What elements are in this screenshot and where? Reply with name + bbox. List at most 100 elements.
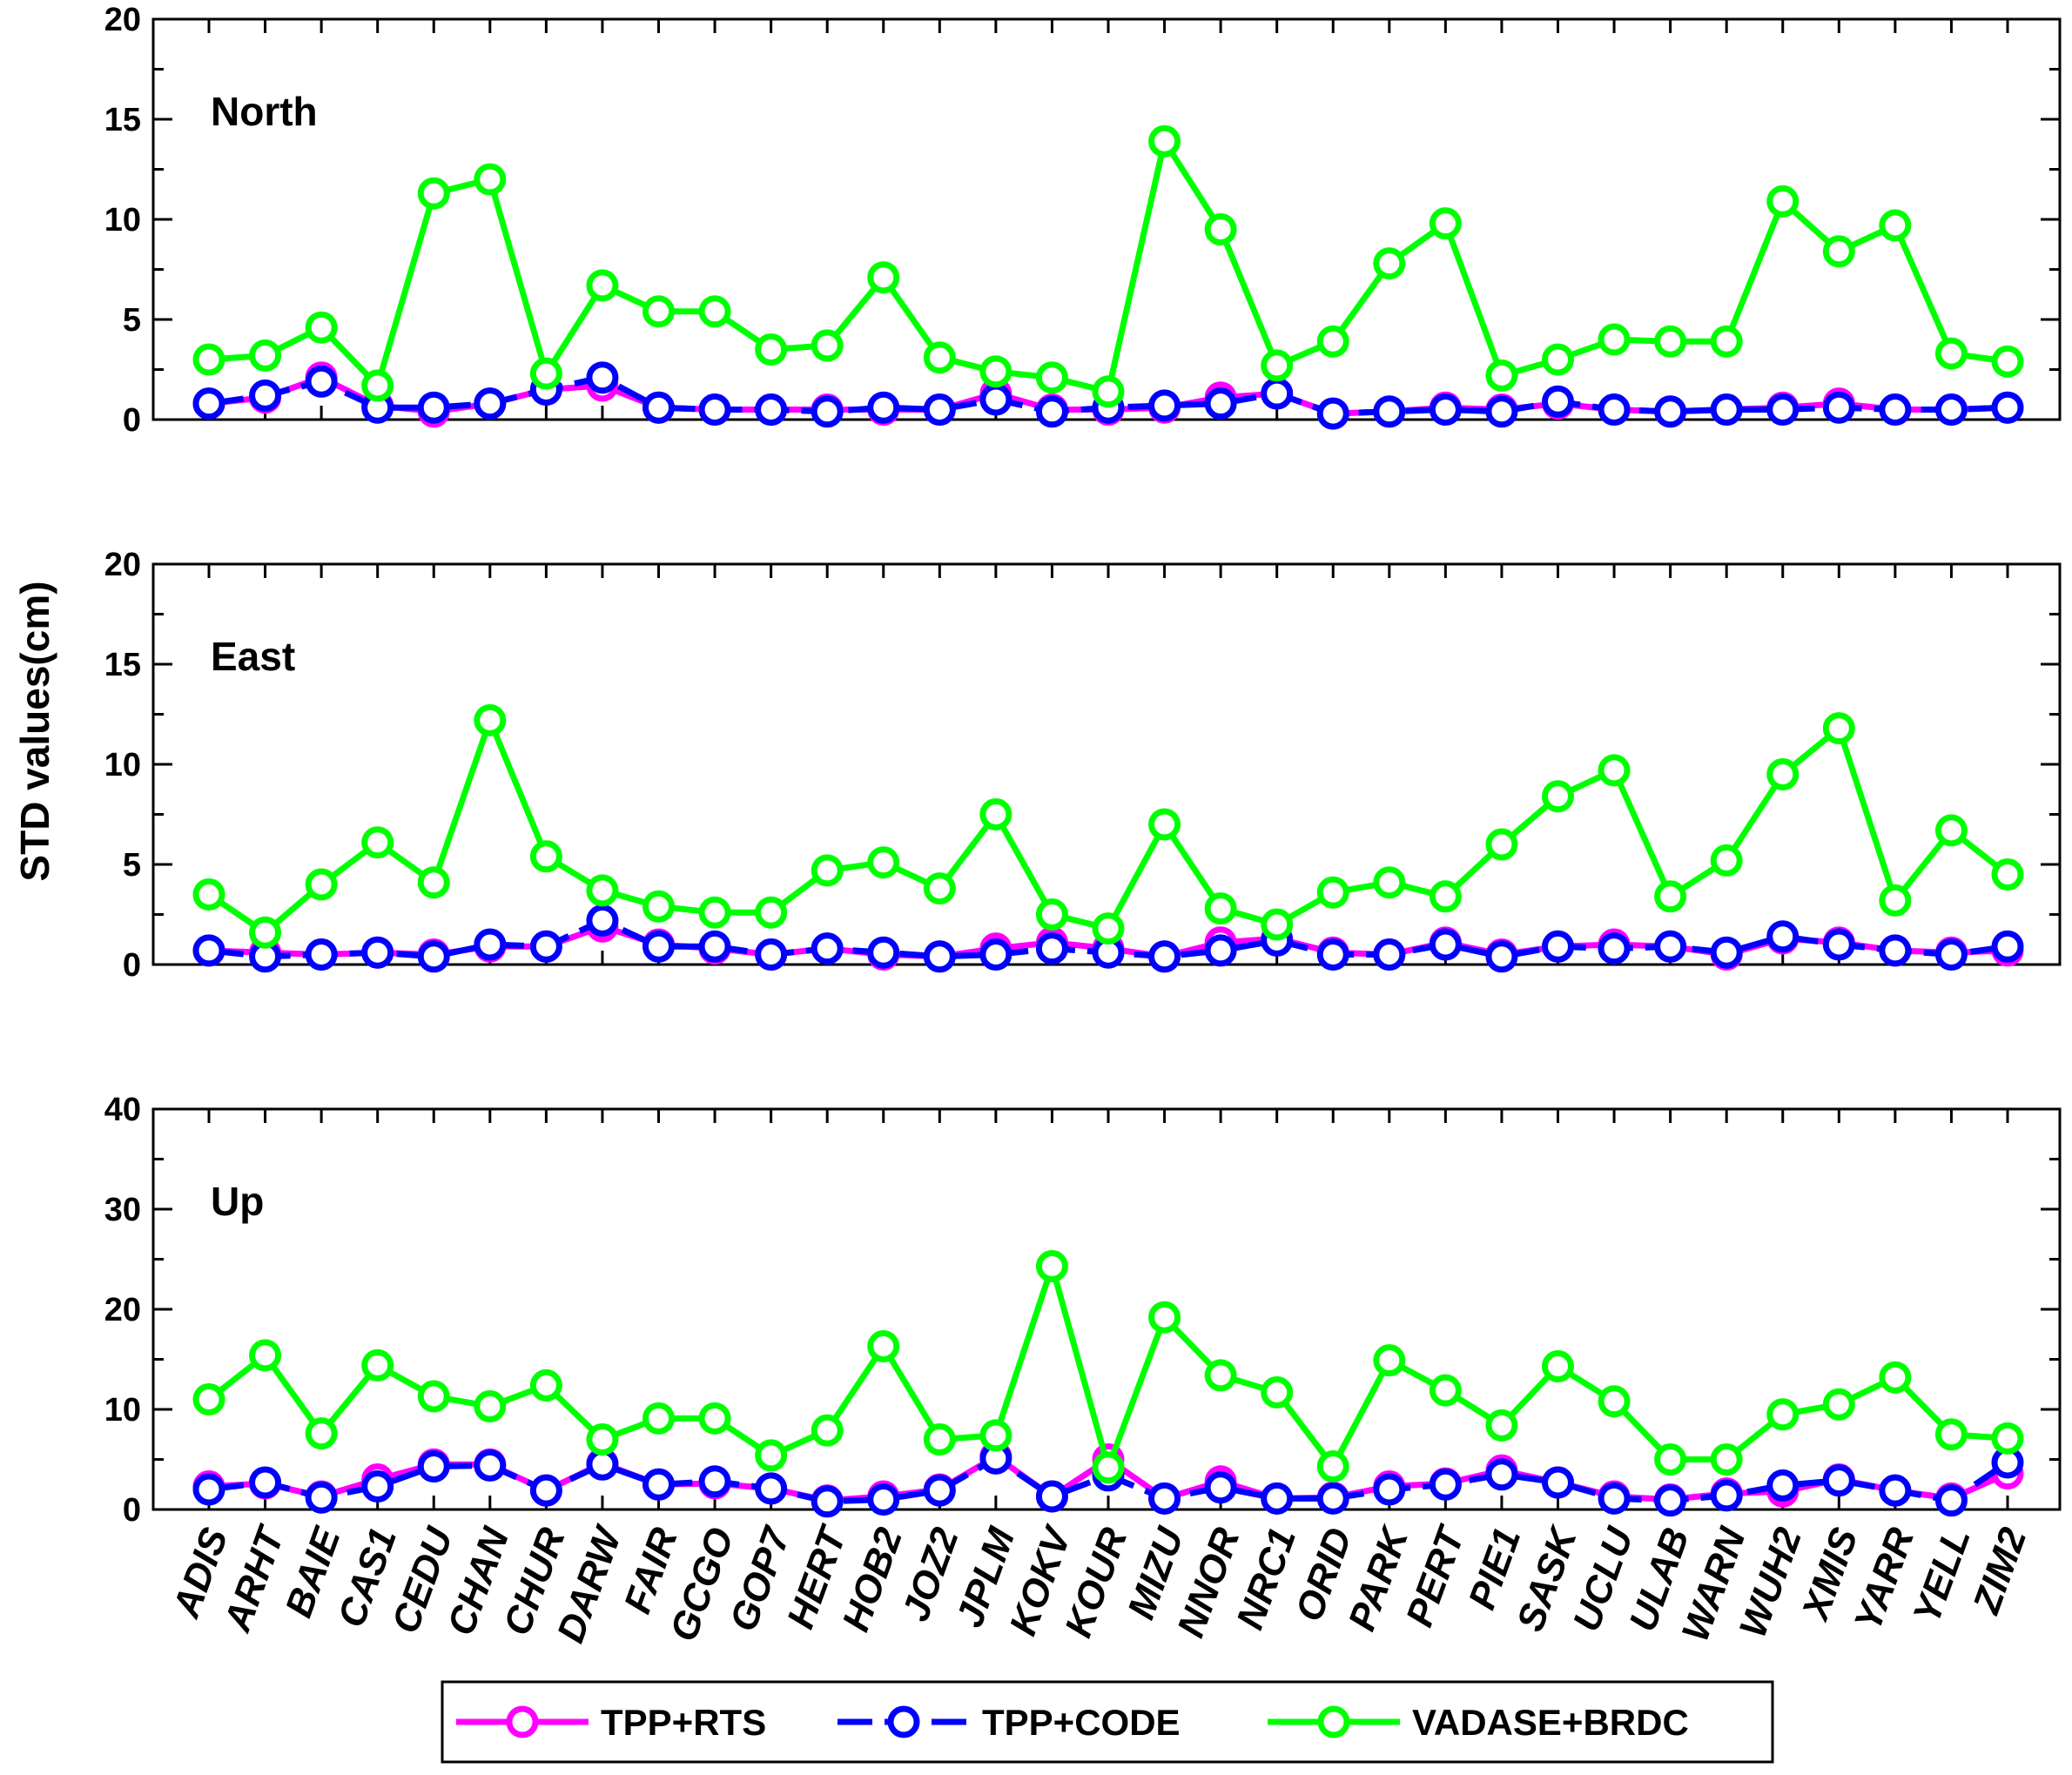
data-point-vadase-brdc [586,269,619,302]
data-point-vadase-brdc [698,1402,731,1435]
data-point-vadase-brdc [1429,207,1462,240]
data-point-vadase-brdc [361,1348,394,1382]
data-point-tpp-code [1598,1482,1631,1515]
data-point-vadase-brdc [811,854,844,887]
y-tick-label: 0 [123,1492,141,1529]
data-point-tpp-code [1766,920,1800,953]
data-point-vadase-brdc [361,826,394,859]
data-point-tpp-code [642,391,675,424]
data-point-tpp-code [811,1485,844,1518]
data-point-vadase-brdc [417,866,450,899]
data-point-vadase-brdc [1092,1451,1125,1484]
data-point-tpp-code [1766,1469,1800,1502]
data-point-tpp-code [923,393,956,426]
data-point-vadase-brdc [642,295,675,328]
data-point-vadase-brdc [1485,828,1518,861]
data-point-vadase-brdc [417,177,450,210]
data-point-vadase-brdc [1261,349,1294,382]
data-point-tpp-code [1879,934,1912,967]
data-point-tpp-code [305,1481,338,1514]
data-point-tpp-code [979,383,1012,416]
data-point-tpp-code [361,1470,394,1503]
data-point-tpp-code [1148,1482,1181,1515]
data-point-tpp-code [1373,1473,1406,1506]
data-point-tpp-code [1316,397,1349,430]
data-point-vadase-brdc [1766,758,1800,790]
legend-box [441,1680,1774,1764]
data-point-vadase-brdc [979,798,1012,830]
data-point-tpp-code [361,936,394,969]
panel-up: 0 10 20 30 40 Up [104,1092,2062,1529]
data-point-vadase-brdc [1148,124,1181,158]
data-point-vadase-brdc [1316,325,1349,358]
data-point-vadase-brdc [1316,1450,1349,1483]
data-point-tpp-code [1710,936,1743,969]
data-point-vadase-brdc [1822,1388,1855,1421]
data-point-tpp-code [867,1483,900,1516]
data-point-tpp-code [305,938,338,971]
data-point-vadase-brdc [1316,876,1349,909]
data-point-vadase-brdc [1654,880,1687,913]
data-point-vadase-brdc [1879,884,1912,917]
data-point-vadase-brdc [1991,858,2024,891]
data-point-tpp-code [1822,391,1855,424]
data-point-tpp-code [417,1450,450,1483]
data-point-tpp-code [1261,377,1294,410]
data-point-tpp-code [1598,393,1631,426]
data-point-vadase-brdc [1654,325,1687,358]
data-point-vadase-brdc [755,333,788,366]
data-point-tpp-code [1934,393,1968,426]
data-point-vadase-brdc [1092,912,1125,945]
data-point-vadase-brdc [1879,209,1912,242]
data-point-tpp-code [474,1449,507,1482]
chart-root: 05101520North05101520East010203040UpADIS… [104,2,2062,1764]
data-point-tpp-code [1035,1480,1068,1513]
data-point-vadase-brdc [1766,1398,1800,1431]
data-point-vadase-brdc [1934,337,1968,370]
data-point-tpp-code [1879,393,1912,426]
data-point-vadase-brdc [361,369,394,402]
data-point-tpp-code [1429,1468,1462,1501]
data-point-tpp-code [1035,395,1068,428]
data-point-tpp-code [1035,932,1068,965]
data-point-tpp-code [642,930,675,963]
data-point-vadase-brdc [755,1439,788,1472]
data-point-vadase-brdc [1879,1361,1912,1394]
panel-north: 0 5 10 15 20 North [104,2,2062,439]
data-point-vadase-brdc [867,261,900,294]
data-point-vadase-brdc [192,1383,225,1415]
legend-marker [1317,1705,1350,1738]
data-point-vadase-brdc [529,1368,562,1402]
data-point-vadase-brdc [249,339,282,372]
data-point-tpp-code [979,938,1012,971]
data-point-vadase-brdc [642,890,675,923]
panel-label: East [211,634,295,679]
data-point-vadase-brdc [1485,1409,1518,1442]
data-point-vadase-brdc [1373,247,1406,280]
data-point-tpp-code [1879,1474,1912,1507]
data-point-vadase-brdc [1934,1418,1968,1451]
data-point-vadase-brdc [1204,1359,1237,1392]
data-point-tpp-code [698,930,731,963]
y-tick-label: 10 [104,1392,141,1429]
series-line-vadase-brdc [207,716,2010,936]
data-point-tpp-code [1542,930,1574,963]
data-point-tpp-code [1654,1484,1687,1517]
data-point-vadase-brdc [474,1390,507,1423]
data-point-tpp-code [1542,1466,1574,1499]
data-point-tpp-code [755,938,788,971]
data-point-tpp-code [1598,932,1631,965]
y-tick-label: 10 [104,202,141,239]
data-point-tpp-code [1316,938,1349,971]
data-point-vadase-brdc [811,329,844,362]
data-point-vadase-brdc [1035,898,1068,931]
data-point-vadase-brdc [923,872,956,905]
data-point-tpp-code [192,387,225,420]
data-point-vadase-brdc [642,1402,675,1435]
data-point-vadase-brdc [979,355,1012,388]
data-point-tpp-code [1766,393,1800,426]
data-point-tpp-code [586,361,619,394]
data-point-vadase-brdc [1598,323,1631,356]
y-tick-label: 10 [104,747,141,783]
legend: TPP+RTS TPP+CODE VADASE+BRDC [441,1680,1774,1764]
